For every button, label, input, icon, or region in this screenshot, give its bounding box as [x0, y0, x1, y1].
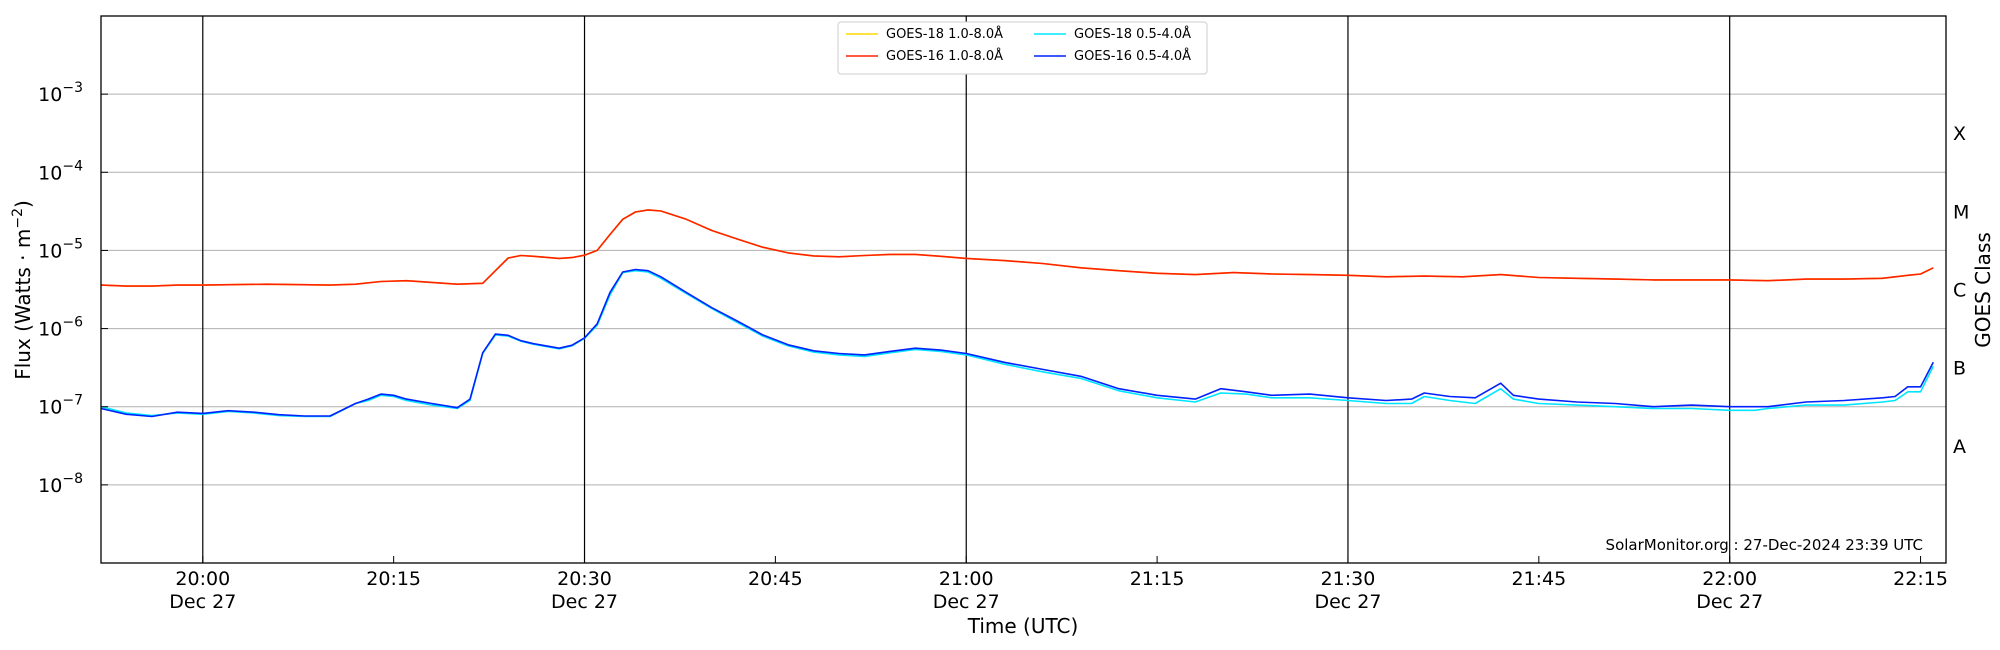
- x-tick-label: 20:45: [748, 568, 803, 590]
- x-tick-date: Dec 27: [169, 591, 236, 613]
- x-tick-date: Dec 27: [933, 591, 1000, 613]
- x-tick-label: 21:45: [1511, 568, 1566, 590]
- horizontal-grid: [101, 93, 1946, 486]
- x-tick-date: Dec 27: [551, 591, 618, 613]
- day-markers: [202, 16, 1731, 563]
- legend-label: GOES-18 1.0-8.0Å: [886, 26, 1003, 42]
- legend-box: [837, 21, 1208, 75]
- x-tick-date: Dec 27: [1314, 591, 1381, 613]
- x-tick-label: 20:15: [366, 568, 421, 590]
- x-tick-label: 21:00: [939, 568, 994, 590]
- goes-class-label: B: [1953, 358, 1966, 380]
- legend-label: GOES-16 1.0-8.0Å: [886, 48, 1003, 64]
- goes-class-label: X: [1953, 123, 1966, 145]
- x-tick-label: 21:15: [1130, 568, 1185, 590]
- x-tick-date: Dec 27: [1696, 591, 1763, 613]
- y2-axis-label: GOES Class: [1971, 232, 1995, 348]
- x-tick-label: 22:15: [1893, 568, 1948, 590]
- y-tick-label: 10−8: [38, 471, 83, 497]
- y-axis-label: Flux (Watts · m−2): [10, 200, 35, 380]
- x-tick-label: 22:00: [1702, 568, 1757, 590]
- series-line: [100, 209, 1934, 287]
- x-tick-label: 21:30: [1321, 568, 1376, 590]
- x-tick-label: 20:30: [557, 568, 612, 590]
- series-line: [100, 268, 1935, 418]
- series-line: [100, 269, 1935, 418]
- y-tick-label: 10−4: [38, 158, 83, 184]
- legend: GOES-18 1.0-8.0Å GOES-16 1.0-8.0Å GOES-18 …: [837, 21, 1208, 75]
- goes-class-labels: A B C M X: [1953, 123, 1969, 458]
- y-tick-label: 10−6: [38, 315, 83, 341]
- y-tick-label: 10−3: [38, 80, 83, 106]
- y-axis-ticks: 10−8 10−7 10−6 10−5 10−4 10−3: [38, 80, 108, 497]
- series-line: [100, 209, 1934, 287]
- goes-class-label: M: [1953, 201, 1969, 223]
- goes-class-label: C: [1953, 280, 1966, 302]
- x-axis-label: Time (UTC): [967, 614, 1079, 638]
- legend-label: GOES-18 0.5-4.0Å: [1074, 26, 1191, 42]
- plot-frame: [100, 15, 1947, 564]
- legend-label: GOES-16 0.5-4.0Å: [1074, 48, 1191, 64]
- y-tick-label: 10−5: [38, 236, 83, 262]
- series-lines: [100, 209, 1935, 418]
- credit-text: SolarMonitor.org : 27-Dec-2024 23:39 UTC: [1606, 536, 1923, 554]
- x-tick-label: 20:00: [175, 568, 230, 590]
- y-tick-label: 10−7: [38, 393, 83, 419]
- goes-class-label: A: [1953, 436, 1966, 458]
